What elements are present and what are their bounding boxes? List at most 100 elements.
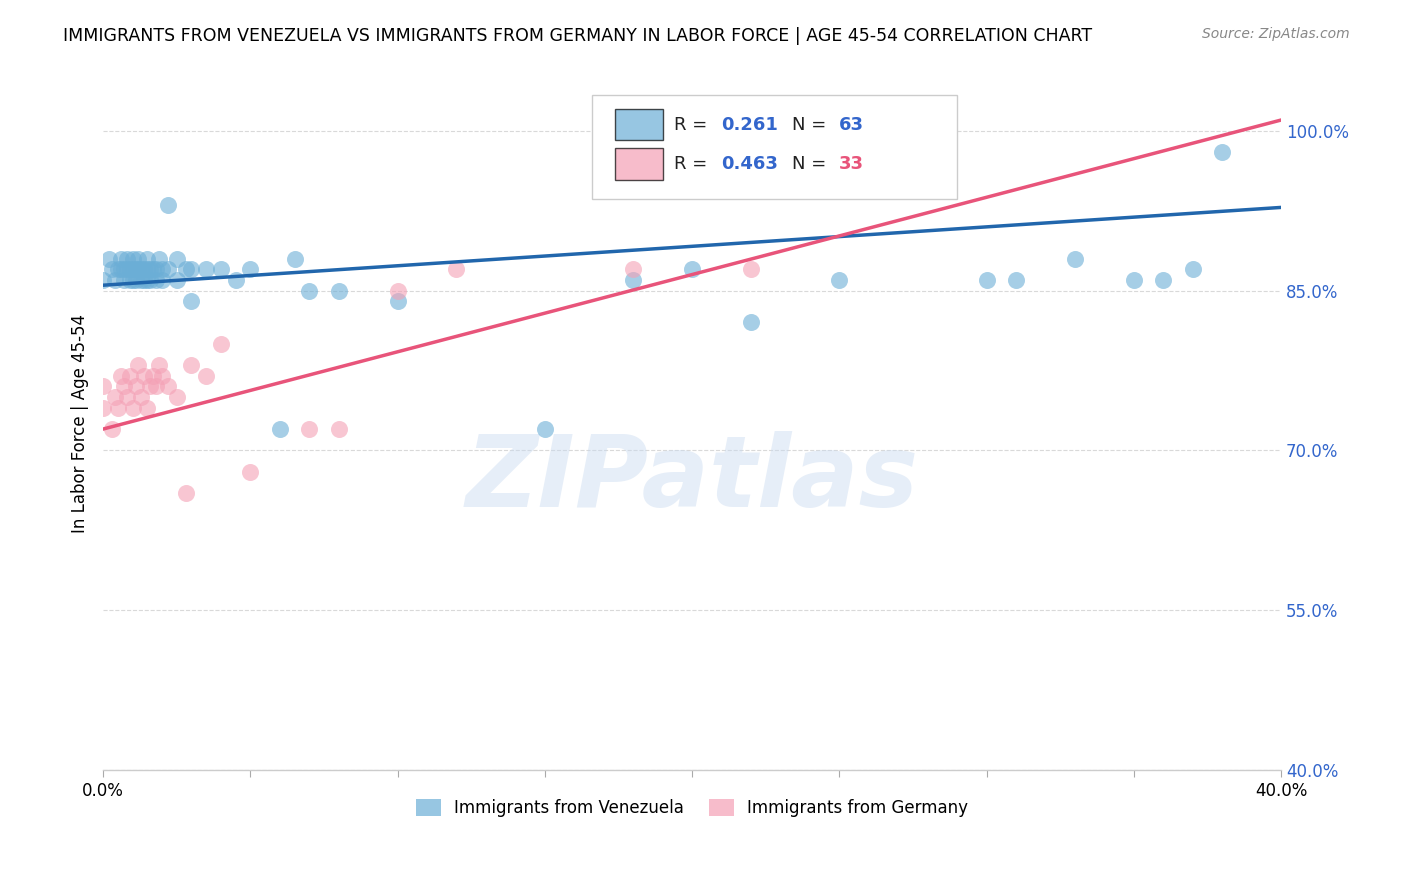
Point bbox=[121, 273, 143, 287]
Point bbox=[131, 273, 153, 287]
Y-axis label: In Labor Force | Age 45-54: In Labor Force | Age 45-54 bbox=[72, 314, 89, 533]
Point bbox=[1211, 145, 1233, 159]
Text: Source: ZipAtlas.com: Source: ZipAtlas.com bbox=[1202, 27, 1350, 41]
Point bbox=[156, 262, 179, 277]
FancyBboxPatch shape bbox=[616, 148, 662, 179]
Point bbox=[142, 368, 165, 383]
Point bbox=[115, 262, 138, 277]
Point bbox=[180, 294, 202, 309]
Point bbox=[209, 262, 232, 277]
Text: N =: N = bbox=[792, 155, 832, 173]
Point bbox=[1152, 273, 1174, 287]
Point bbox=[740, 316, 762, 330]
FancyBboxPatch shape bbox=[616, 109, 662, 140]
Text: IMMIGRANTS FROM VENEZUELA VS IMMIGRANTS FROM GERMANY IN LABOR FORCE | AGE 45-54 : IMMIGRANTS FROM VENEZUELA VS IMMIGRANTS … bbox=[63, 27, 1092, 45]
Point bbox=[180, 262, 202, 277]
Point bbox=[298, 284, 321, 298]
Point bbox=[124, 262, 146, 277]
Point bbox=[533, 422, 555, 436]
Point bbox=[136, 273, 159, 287]
Point bbox=[104, 273, 127, 287]
Point bbox=[127, 252, 149, 266]
Point bbox=[110, 252, 132, 266]
Point bbox=[156, 198, 179, 212]
Point bbox=[139, 262, 162, 277]
Point bbox=[112, 262, 135, 277]
Point bbox=[118, 368, 141, 383]
Point bbox=[148, 358, 170, 372]
Point bbox=[115, 252, 138, 266]
Point bbox=[239, 262, 262, 277]
Point bbox=[621, 262, 644, 277]
Point bbox=[124, 273, 146, 287]
Text: R =: R = bbox=[675, 116, 713, 134]
Point bbox=[134, 262, 156, 277]
Point bbox=[131, 390, 153, 404]
Point bbox=[136, 401, 159, 415]
Text: 63: 63 bbox=[839, 116, 865, 134]
Point bbox=[121, 401, 143, 415]
Point bbox=[101, 422, 124, 436]
Point bbox=[142, 262, 165, 277]
Point bbox=[107, 262, 129, 277]
Text: ZIPatlas: ZIPatlas bbox=[465, 431, 918, 528]
Point bbox=[1063, 252, 1085, 266]
Point bbox=[112, 273, 135, 287]
Point bbox=[118, 262, 141, 277]
Point bbox=[621, 273, 644, 287]
Text: R =: R = bbox=[675, 155, 713, 173]
Point bbox=[150, 273, 173, 287]
Point bbox=[387, 294, 409, 309]
FancyBboxPatch shape bbox=[592, 95, 957, 199]
Point bbox=[145, 379, 167, 393]
Point bbox=[328, 284, 350, 298]
Point bbox=[134, 273, 156, 287]
Point bbox=[145, 262, 167, 277]
Point bbox=[121, 252, 143, 266]
Point bbox=[139, 273, 162, 287]
Point bbox=[195, 262, 218, 277]
Point bbox=[446, 262, 468, 277]
Point bbox=[387, 284, 409, 298]
Point bbox=[101, 262, 124, 277]
Point bbox=[91, 379, 114, 393]
Point bbox=[1005, 273, 1028, 287]
Point bbox=[166, 273, 188, 287]
Point bbox=[115, 390, 138, 404]
Point bbox=[174, 486, 197, 500]
Point bbox=[104, 390, 127, 404]
Point bbox=[118, 273, 141, 287]
Text: N =: N = bbox=[792, 116, 832, 134]
Point bbox=[107, 401, 129, 415]
Text: 33: 33 bbox=[839, 155, 865, 173]
Point bbox=[150, 262, 173, 277]
Point bbox=[150, 368, 173, 383]
Point bbox=[298, 422, 321, 436]
Point bbox=[828, 273, 851, 287]
Point bbox=[91, 401, 114, 415]
Point bbox=[1122, 273, 1144, 287]
Point bbox=[112, 379, 135, 393]
Point bbox=[166, 390, 188, 404]
Point bbox=[98, 252, 121, 266]
Point bbox=[180, 358, 202, 372]
Point bbox=[121, 262, 143, 277]
Point bbox=[136, 262, 159, 277]
Point bbox=[681, 262, 703, 277]
Point bbox=[148, 252, 170, 266]
Point bbox=[1181, 262, 1204, 277]
Point bbox=[195, 368, 218, 383]
Point bbox=[124, 379, 146, 393]
Point bbox=[134, 368, 156, 383]
Point bbox=[145, 273, 167, 287]
Point bbox=[239, 465, 262, 479]
Point bbox=[740, 262, 762, 277]
Point bbox=[976, 273, 998, 287]
Point bbox=[225, 273, 247, 287]
Point bbox=[156, 379, 179, 393]
Point bbox=[283, 252, 305, 266]
Point bbox=[136, 252, 159, 266]
Point bbox=[110, 368, 132, 383]
Point bbox=[127, 262, 149, 277]
Point bbox=[166, 252, 188, 266]
